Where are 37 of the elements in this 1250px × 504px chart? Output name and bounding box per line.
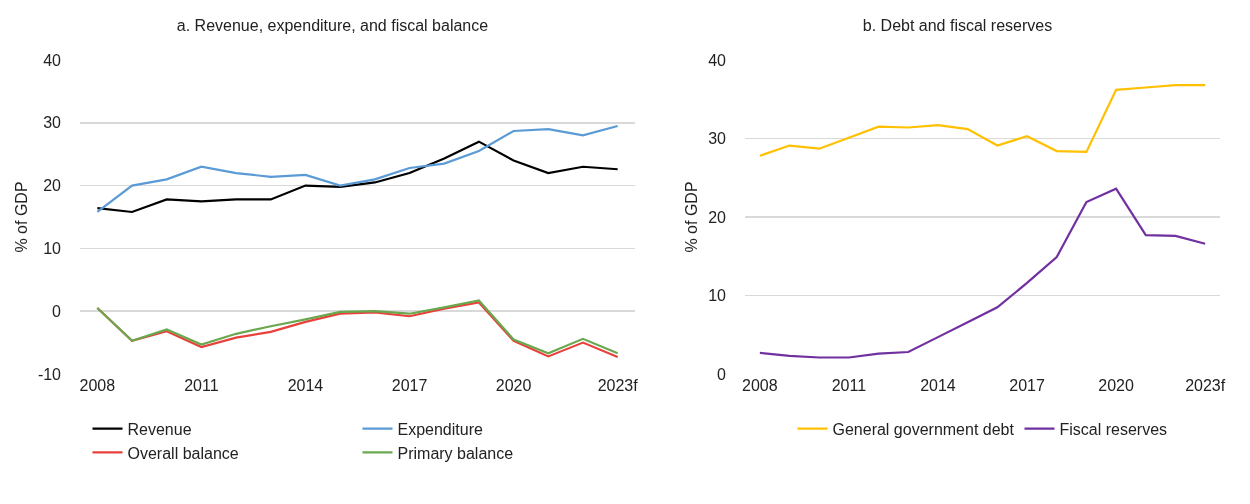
y-axis-title: % of GDP <box>683 181 701 253</box>
y-tick-label: 30 <box>43 114 62 132</box>
x-tick-label: 2011 <box>184 377 219 394</box>
y-tick-label: 40 <box>43 51 62 69</box>
y-tick-label: 0 <box>52 302 62 320</box>
y-tick-label: 0 <box>717 365 727 383</box>
x-tick-label: 2008 <box>742 377 778 394</box>
x-tick-label: 2017 <box>391 377 428 394</box>
y-tick-label: 20 <box>43 177 62 195</box>
line-series <box>96 140 619 214</box>
legend-label: Fiscal reserves <box>1059 420 1168 438</box>
x-tick-label: 2017 <box>1009 377 1045 394</box>
x-tick-label: 2023f <box>597 377 639 394</box>
y-tick-label: 20 <box>708 208 727 226</box>
x-tick-label: 2020 <box>1098 377 1134 394</box>
x-tick-label: 2014 <box>287 377 324 394</box>
x-tick-label: 2011 <box>831 377 867 394</box>
y-tick-label: 10 <box>708 287 727 305</box>
y-tick-label: 10 <box>43 240 62 257</box>
chart-title: a. Revenue, expenditure, and fiscal balance <box>176 17 489 35</box>
chart-title: b. Debt and fiscal reserves <box>862 17 1053 35</box>
y-axis-title: % of GDP <box>12 181 30 253</box>
x-tick-label: 2014 <box>920 377 956 394</box>
legend-label: Expenditure <box>397 420 483 438</box>
line-series <box>758 187 1207 359</box>
legend-label: Overall balance <box>127 444 239 462</box>
y-tick-label: 30 <box>708 130 727 148</box>
y-tick-label: -10 <box>37 365 62 383</box>
legend-label: Revenue <box>127 420 192 438</box>
line-series <box>96 124 619 214</box>
y-tick-label: 40 <box>708 51 727 69</box>
legend-label: Primary balance <box>397 444 514 462</box>
line-series <box>758 84 1207 157</box>
x-tick-label: 2023f <box>1185 377 1226 394</box>
x-tick-label: 2020 <box>495 377 532 394</box>
legend-label: General government debt <box>832 420 1015 438</box>
x-tick-label: 2008 <box>79 377 116 394</box>
